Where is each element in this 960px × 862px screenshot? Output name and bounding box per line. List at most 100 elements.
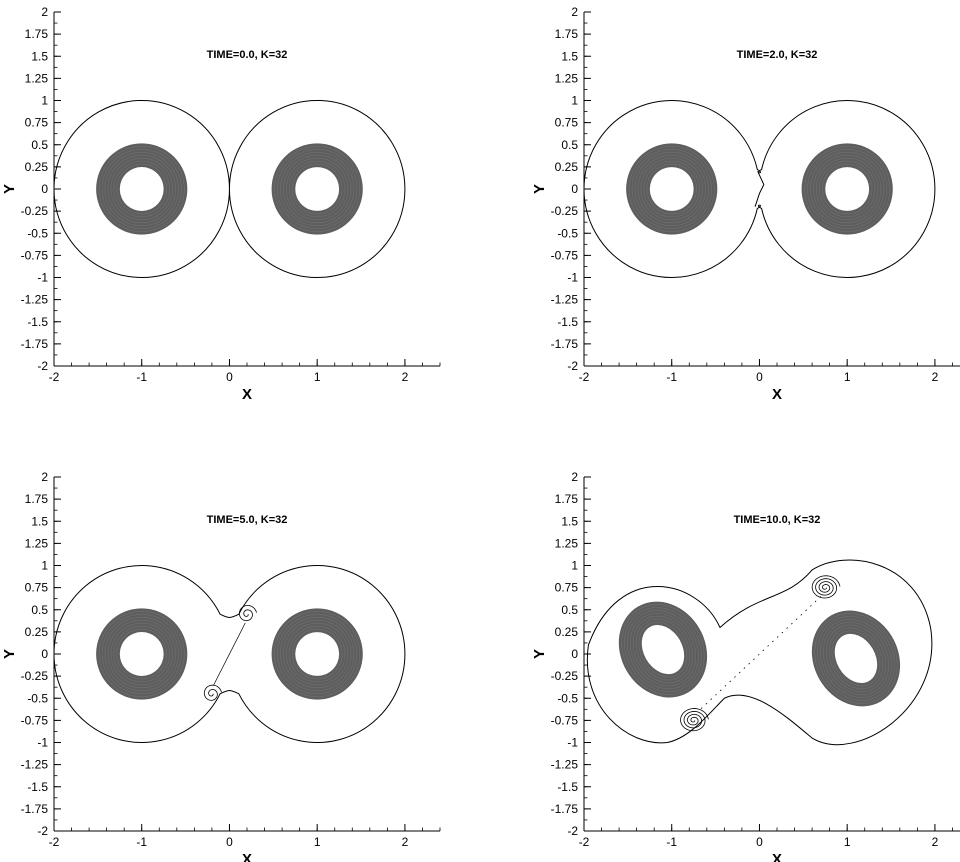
y-tick-label: -0.5 xyxy=(27,691,48,705)
vortex-ring-line xyxy=(110,622,173,686)
y-tick-label: 0.75 xyxy=(555,116,579,130)
y-tick-label: 1.5 xyxy=(31,49,48,63)
y-tick-label: -1.25 xyxy=(551,758,579,772)
panel-title: TIME=5.0, K=32 xyxy=(207,514,288,526)
vortex-ring-line xyxy=(817,616,895,701)
y-tick-label: 2 xyxy=(571,470,578,484)
y-tick-label: 2 xyxy=(571,5,578,19)
y-tick-label: 1.25 xyxy=(555,536,579,550)
vortex-ring-line xyxy=(631,149,712,229)
panel-4: TIME=10.0, K=32 2 1.75 1.5 1.25 1 0.75 0.5 0.25 0… xyxy=(531,470,960,862)
y-axis-title: Y xyxy=(1,649,18,659)
y-tick-label: -0.25 xyxy=(21,669,49,683)
y-tick-label: 0.75 xyxy=(25,116,49,130)
vortex-ring-line xyxy=(98,611,185,697)
y-tick-label: 1.25 xyxy=(555,71,579,85)
y-tick-label: -1.75 xyxy=(21,802,49,816)
x-tick-label: 1 xyxy=(844,370,851,384)
x-axis-title: X xyxy=(772,386,782,403)
y-tick-label: 1 xyxy=(571,94,578,108)
vortex-ring xyxy=(96,608,188,700)
y-tick-label: -2 xyxy=(37,359,48,373)
boundary-contour xyxy=(53,565,406,743)
vortex-ring-line xyxy=(286,622,349,686)
vortex-ring xyxy=(96,143,188,235)
y-tick-label: 0.5 xyxy=(31,603,48,617)
vortex-ring-line xyxy=(274,146,361,232)
panel-1: TIME=0.0, K=32 2 1.75 1.5 1.25 1 0.75 0.5 0.25 0 -… xyxy=(1,5,441,403)
vortex-ring-line xyxy=(635,618,691,681)
vortex-ring-line xyxy=(640,157,703,221)
y-axis-title: Y xyxy=(1,184,18,194)
y-tick-label: -0.25 xyxy=(21,204,49,218)
vortex-ring-line xyxy=(632,615,694,684)
y-tick-label: 0.25 xyxy=(555,160,579,174)
vortex-ring xyxy=(271,143,363,235)
y-tick-label: -1.25 xyxy=(21,293,49,307)
vortex-ring-line xyxy=(821,163,873,215)
vortex-ring-line xyxy=(825,624,887,693)
x-tick-label: -1 xyxy=(666,835,677,849)
vortex-ring-line xyxy=(286,157,349,221)
y-tick-label: 0.75 xyxy=(555,581,579,595)
y-tick-label: -0.25 xyxy=(551,669,579,683)
axes: 2 1.75 1.5 1.25 1 0.75 0.5 0.25 0 -0.25 -0.5 -0.75 -… xyxy=(1,470,441,862)
vortex-ring-line xyxy=(819,160,876,218)
y-tick-label: -0.75 xyxy=(21,713,49,727)
vortex-ring xyxy=(626,143,718,235)
vortex-ring-line xyxy=(621,604,705,695)
vortex-ring-line xyxy=(110,157,173,221)
y-tick-label: -1.5 xyxy=(557,780,578,794)
vortex-ring-line xyxy=(630,613,696,687)
vortex-ring-line xyxy=(813,154,882,224)
vortex-fill xyxy=(626,143,718,235)
y-tick-label: -2 xyxy=(37,824,48,838)
y-tick-label: -1.25 xyxy=(21,758,49,772)
x-tick-label: -1 xyxy=(136,370,147,384)
vortex-ring-line xyxy=(98,146,185,232)
panel-3: TIME=5.0, K=32 2 1.75 1.5 1.25 1 0.75 0.5 0.25 0 -… xyxy=(1,470,441,862)
y-tick-label: 1.5 xyxy=(31,514,48,528)
y-tick-label: -1.75 xyxy=(21,337,49,351)
vortex-ring xyxy=(618,601,708,698)
vortex-ring-line xyxy=(113,160,170,218)
small-spiral xyxy=(203,684,222,701)
vortex-ring-line xyxy=(816,157,879,221)
spiral xyxy=(680,708,709,732)
y-tick-label: -1 xyxy=(37,271,48,285)
x-tick-label: 2 xyxy=(932,370,939,384)
y-axis-title: Y xyxy=(531,649,548,659)
vortex-ring-line xyxy=(628,146,715,232)
panel-title: TIME=0.0, K=32 xyxy=(207,49,288,61)
y-tick-label: 1 xyxy=(571,559,578,573)
vortex-ring-line xyxy=(828,627,884,690)
y-tick-label: 0 xyxy=(41,182,48,196)
y-tick-label: 0 xyxy=(41,647,48,661)
y-tick-label: -0.25 xyxy=(551,204,579,218)
neck-filament xyxy=(754,171,765,207)
panel-2: TIME=2.0, K=32 2 1.75 1.5 1.25 1 0.75 0.5 0.25 0 -… xyxy=(531,5,960,403)
vortex-fill xyxy=(96,143,188,235)
vortex-ring-line xyxy=(814,613,898,704)
vortex-ring-line xyxy=(291,628,343,680)
x-axis-title: X xyxy=(772,851,782,862)
y-tick-label: -2 xyxy=(567,359,578,373)
vortex-ring-line xyxy=(291,163,343,215)
vortex-ring-line xyxy=(107,619,176,689)
y-tick-label: -1.5 xyxy=(557,315,578,329)
x-tick-label: 0 xyxy=(756,835,763,849)
vortex-ring-line xyxy=(289,625,346,683)
vortex-ring-line xyxy=(277,149,358,229)
vortex-ring-line xyxy=(643,160,700,218)
x-tick-label: -1 xyxy=(136,835,147,849)
y-tick-label: 1.25 xyxy=(25,71,49,85)
x-axis-title: X xyxy=(242,851,252,862)
y-tick-label: 1 xyxy=(41,559,48,573)
y-tick-label: -0.5 xyxy=(557,226,578,240)
vortex-ring-line xyxy=(113,625,170,683)
vortex-ring-line xyxy=(804,146,891,232)
y-tick-label: 2 xyxy=(41,5,48,19)
vortex-ring-line xyxy=(807,149,888,229)
vortex-ring-line xyxy=(831,630,881,687)
y-tick-label: 0.5 xyxy=(561,603,578,617)
